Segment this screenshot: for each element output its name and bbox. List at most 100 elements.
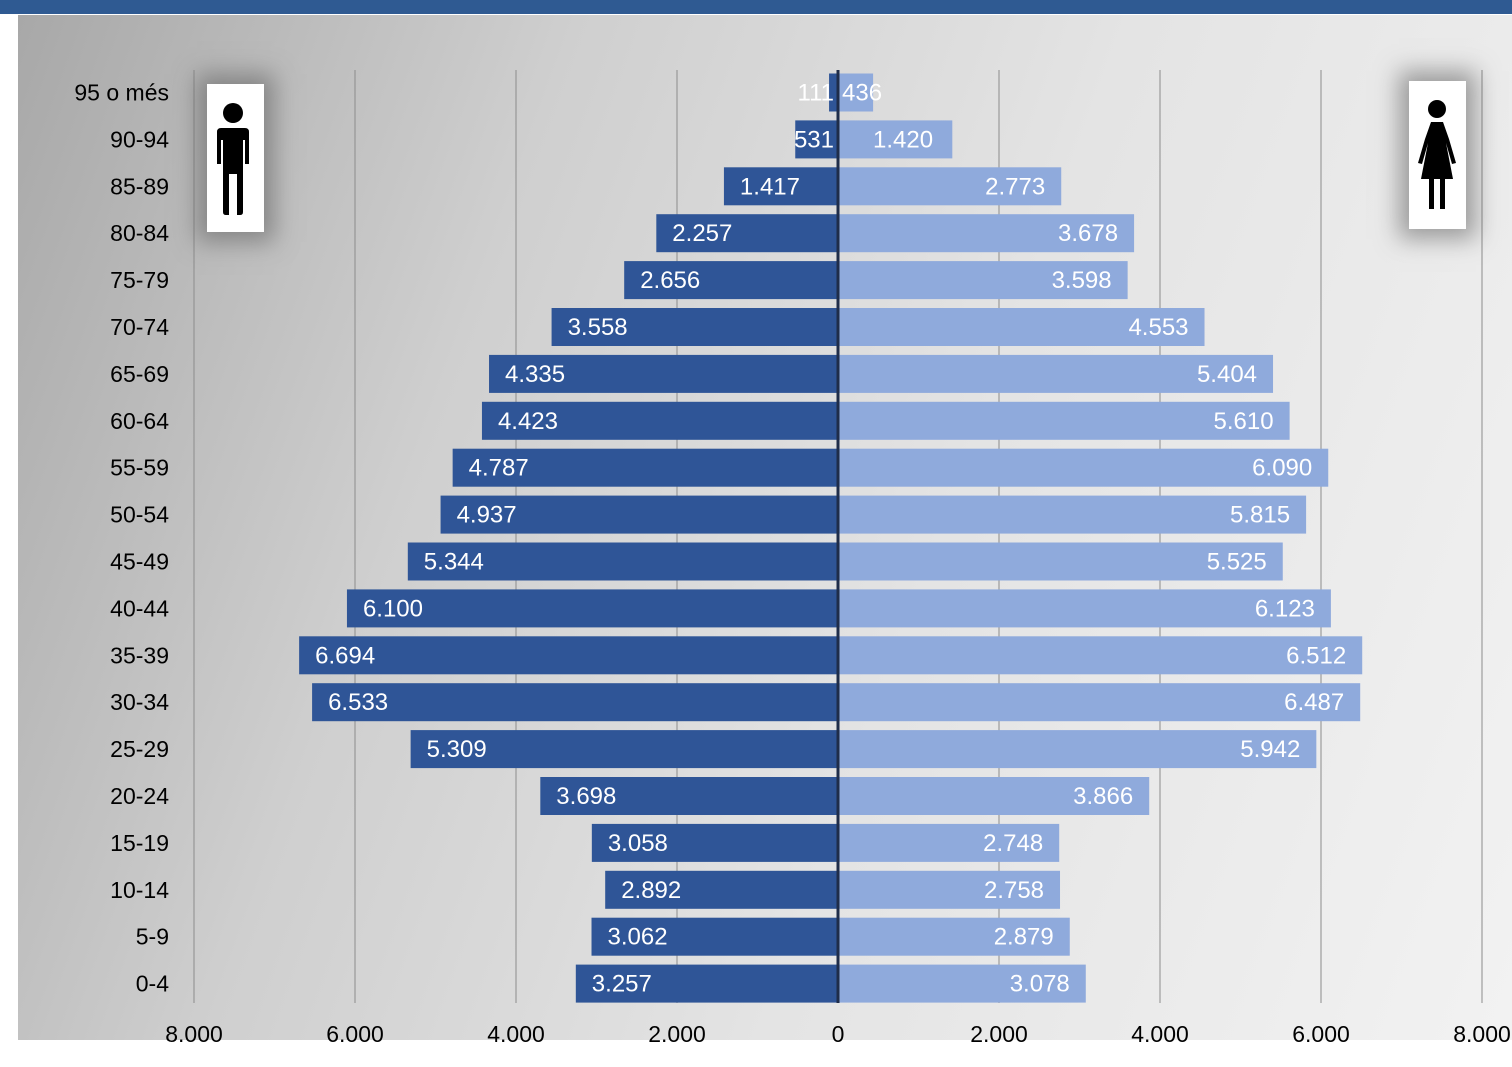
male-data-label: 6.533 bbox=[328, 689, 388, 716]
category-label: 15-19 bbox=[110, 830, 169, 856]
female-bar bbox=[838, 777, 1150, 815]
category-label: 80-84 bbox=[110, 220, 169, 246]
x-tick-label: 6.000 bbox=[1292, 1021, 1350, 1047]
category-label: 60-64 bbox=[110, 408, 169, 434]
male-bar bbox=[591, 823, 838, 862]
male-data-label: 3.058 bbox=[608, 830, 668, 857]
female-bar bbox=[838, 401, 1290, 440]
male-data-label: 531 bbox=[794, 126, 834, 153]
male-bar bbox=[795, 120, 838, 159]
female-data-label: 5.404 bbox=[1197, 361, 1257, 388]
female-bar bbox=[838, 589, 1331, 628]
male-data-label: 2.892 bbox=[621, 877, 681, 904]
x-tick-label: 8.000 bbox=[165, 1021, 223, 1047]
category-label: 45-49 bbox=[110, 549, 169, 575]
female-bar bbox=[838, 73, 874, 112]
female-bar bbox=[838, 636, 1363, 675]
x-tick-label: 2.000 bbox=[648, 1021, 706, 1047]
category-label: 20-24 bbox=[110, 783, 169, 809]
x-tick-label: 4.000 bbox=[1131, 1021, 1189, 1047]
male-data-label: 1.417 bbox=[740, 173, 800, 200]
x-tick-label: 4.000 bbox=[487, 1021, 545, 1047]
male-bar bbox=[656, 214, 838, 253]
male-data-label: 3.257 bbox=[592, 971, 652, 998]
male-data-label: 6.100 bbox=[363, 595, 423, 622]
male-bar bbox=[410, 730, 838, 769]
male-bar bbox=[551, 308, 838, 346]
category-label: 10-14 bbox=[110, 877, 169, 903]
male-bar bbox=[624, 261, 838, 300]
male-bar bbox=[346, 589, 838, 628]
male-bar bbox=[299, 636, 838, 675]
male-data-label: 4.335 bbox=[505, 361, 565, 388]
male-bar bbox=[489, 354, 838, 393]
male-icon-card bbox=[207, 84, 264, 232]
male-data-label: 6.694 bbox=[315, 642, 375, 669]
male-bar bbox=[829, 73, 838, 112]
category-label: 65-69 bbox=[110, 361, 169, 387]
category-label: 40-44 bbox=[110, 595, 169, 621]
category-label: 55-59 bbox=[110, 455, 169, 481]
female-bar bbox=[838, 354, 1274, 393]
female-data-label: 5.610 bbox=[1214, 408, 1274, 435]
male-data-label: 5.344 bbox=[424, 549, 484, 576]
female-data-label: 6.487 bbox=[1284, 689, 1344, 716]
category-label: 85-89 bbox=[110, 173, 169, 199]
male-data-label: 2.656 bbox=[640, 267, 700, 294]
female-data-label: 3.866 bbox=[1073, 783, 1133, 810]
category-label: 75-79 bbox=[110, 267, 169, 293]
male-bar bbox=[540, 777, 838, 815]
male-bar bbox=[575, 964, 838, 1003]
labels: 8.000 6.000 4.000 2.000 0 2.000 4.000 6.000 8.00… bbox=[74, 80, 1510, 1048]
category-label: 35-39 bbox=[110, 642, 169, 668]
male-bar bbox=[591, 917, 838, 956]
category-label: 70-74 bbox=[110, 314, 169, 340]
female-data-label: 2.879 bbox=[994, 924, 1054, 951]
female-bar bbox=[838, 730, 1317, 769]
male-data-label: 2.257 bbox=[672, 220, 732, 247]
female-bar bbox=[838, 308, 1205, 346]
female-data-label: 3.078 bbox=[1010, 971, 1070, 998]
female-data-label: 6.512 bbox=[1286, 642, 1346, 669]
category-label: 50-54 bbox=[110, 502, 169, 528]
female-bar bbox=[838, 964, 1086, 1003]
male-bar bbox=[312, 683, 838, 722]
x-tick-label: 8.000 bbox=[1453, 1021, 1511, 1047]
female-data-label: 6.123 bbox=[1255, 595, 1315, 622]
category-label: 0-4 bbox=[136, 971, 169, 997]
male-data-label: 4.787 bbox=[469, 455, 529, 482]
male-data-label: 3.698 bbox=[556, 783, 616, 810]
female-bar bbox=[838, 167, 1062, 206]
male-person-icon bbox=[217, 103, 249, 215]
female-data-label: 2.748 bbox=[983, 830, 1043, 857]
female-bar bbox=[838, 261, 1128, 300]
male-data-label: 3.062 bbox=[608, 924, 668, 951]
female-data-label: 3.598 bbox=[1052, 267, 1112, 294]
male-data-label: 4.937 bbox=[457, 502, 517, 529]
female-data-label: 5.942 bbox=[1240, 736, 1300, 763]
female-data-label: 5.815 bbox=[1230, 502, 1290, 529]
female-data-label: 2.773 bbox=[985, 173, 1045, 200]
male-bar bbox=[407, 542, 838, 581]
male-data-label: 5.309 bbox=[427, 736, 487, 763]
male-data-label: 111 bbox=[798, 80, 834, 107]
category-label: 25-29 bbox=[110, 736, 169, 762]
female-data-label: 1.420 bbox=[873, 126, 933, 153]
female-bar bbox=[838, 917, 1070, 956]
male-bar bbox=[440, 495, 838, 534]
male-data-label: 4.423 bbox=[498, 408, 558, 435]
female-bar bbox=[838, 448, 1329, 487]
female-bar bbox=[838, 120, 953, 159]
female-data-label: 5.525 bbox=[1207, 549, 1267, 576]
female-icon-card bbox=[1409, 81, 1466, 229]
female-data-label: 2.758 bbox=[984, 877, 1044, 904]
category-label: 90-94 bbox=[110, 126, 169, 152]
female-bar bbox=[838, 214, 1135, 253]
male-data-label: 3.558 bbox=[568, 314, 628, 341]
female-data-label: 436 bbox=[842, 80, 882, 107]
female-data-label: 3.678 bbox=[1058, 220, 1118, 247]
female-data-label: 4.553 bbox=[1128, 314, 1188, 341]
female-bar bbox=[838, 870, 1061, 909]
